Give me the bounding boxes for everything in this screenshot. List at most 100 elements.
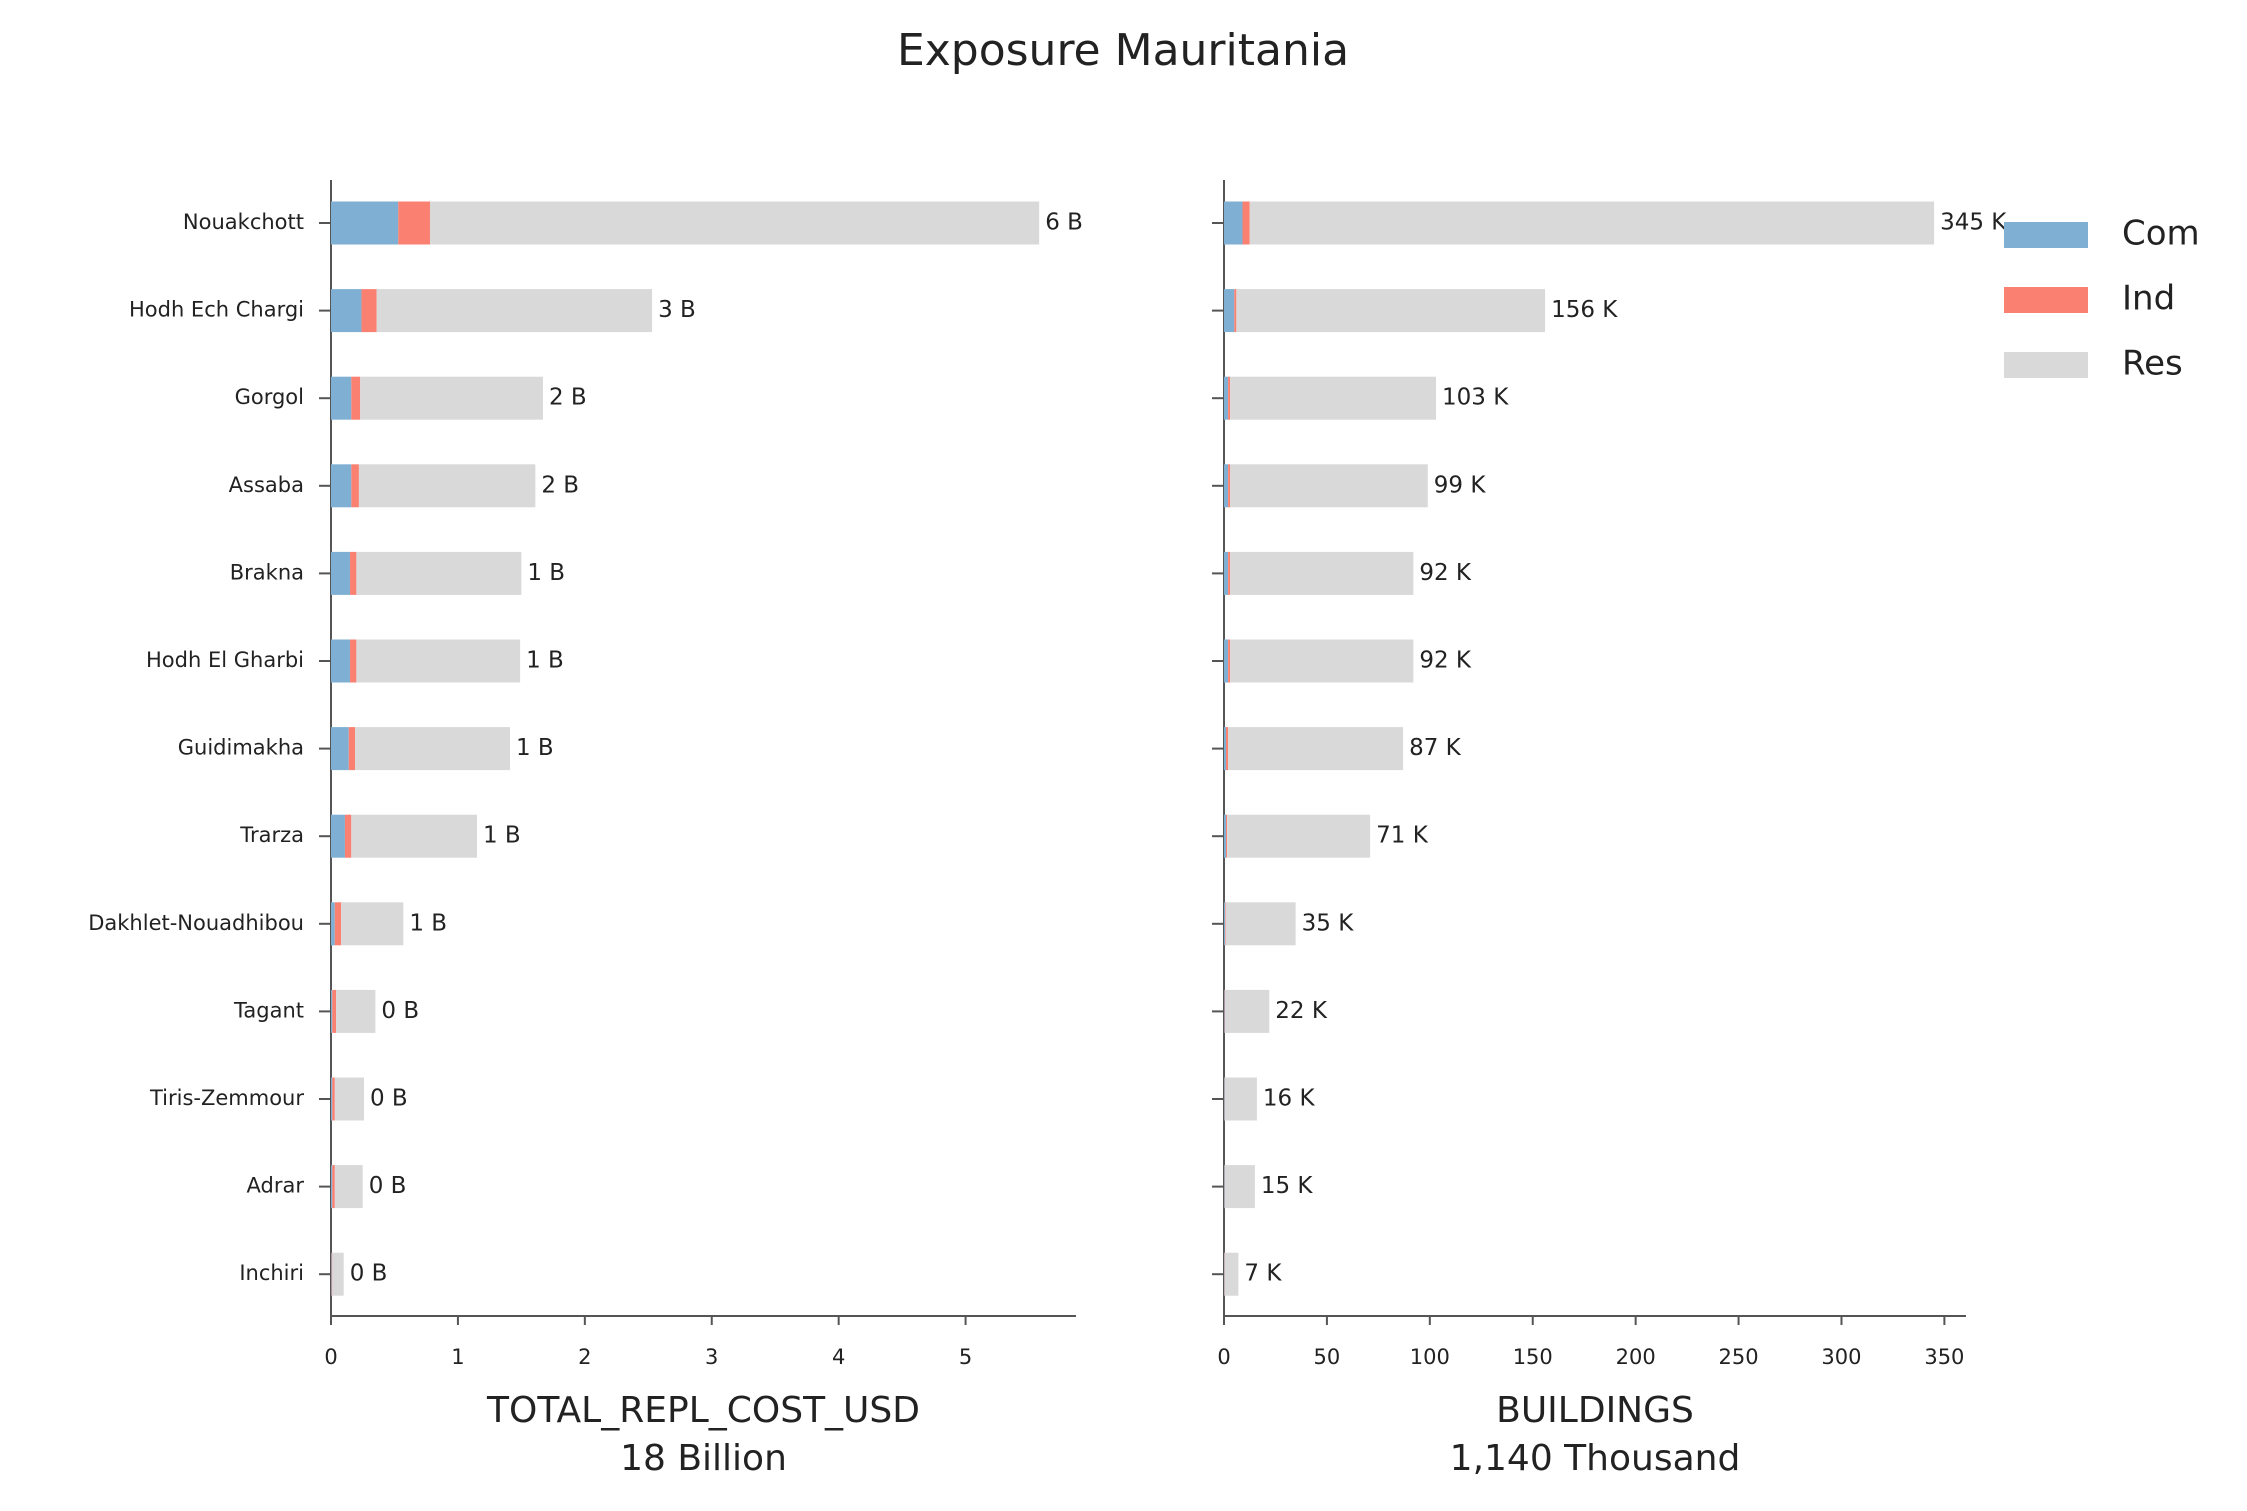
bar-segment	[1228, 551, 1231, 595]
bar-segment	[331, 464, 352, 508]
legend-swatch	[2004, 287, 2088, 313]
bar-segment	[1224, 376, 1229, 420]
y-tick-label: Assaba	[229, 473, 304, 497]
bar-segment	[429, 201, 1040, 245]
bar-segment	[331, 814, 345, 858]
bar-segment	[336, 989, 376, 1033]
bar-segment	[1224, 1165, 1255, 1209]
bar-segment	[331, 1252, 333, 1296]
bar-segment	[1224, 289, 1235, 333]
bar-segment	[331, 551, 351, 595]
y-tick-label: Hodh El Gharbi	[146, 648, 304, 672]
bar-segment	[334, 1165, 363, 1209]
bar-segment	[348, 727, 356, 771]
bar-segment	[360, 376, 543, 420]
x-tick-label: 2	[578, 1345, 591, 1369]
bar-segment	[356, 639, 521, 683]
value-label: 7 K	[1244, 1261, 1282, 1287]
value-label: 1 B	[526, 648, 564, 674]
bar-segment	[355, 727, 510, 771]
bar-segment	[1226, 814, 1228, 858]
bar-segment	[331, 1077, 333, 1121]
bar-segment	[1230, 464, 1428, 508]
value-label: 2 B	[549, 385, 587, 411]
legend-label: Ind	[2122, 279, 2175, 319]
bar-segment	[1228, 639, 1231, 683]
y-tick-label: Inchiri	[239, 1261, 304, 1285]
y-tick-label: Dakhlet-Nouadhibou	[88, 911, 304, 935]
y-tick-label: Guidimakha	[178, 736, 304, 760]
bar-segment	[1249, 201, 1935, 245]
bar-segment	[1224, 551, 1229, 595]
x-tick-label: 250	[1719, 1345, 1759, 1369]
value-label: 1 B	[516, 735, 554, 761]
x-axis-label: TOTAL_REPL_COST_USD	[486, 1390, 920, 1431]
bar-segment	[334, 1077, 364, 1121]
bar-segment	[331, 1165, 333, 1209]
value-label: 0 B	[370, 1086, 408, 1112]
x-tick-label: 150	[1513, 1345, 1553, 1369]
bar-segment	[1225, 989, 1270, 1033]
value-label: 2 B	[541, 472, 579, 498]
bar-segment	[1224, 989, 1225, 1033]
value-label: 99 K	[1434, 472, 1487, 498]
bar-segment	[350, 639, 357, 683]
bar-segment	[341, 902, 404, 946]
legend-label: Com	[2122, 214, 2200, 254]
bar-segment	[1224, 201, 1243, 245]
x-tick-label: 0	[1217, 1345, 1230, 1369]
y-tick-label: Trarza	[239, 823, 304, 847]
bar-segment	[1226, 727, 1229, 771]
value-label: 1 B	[483, 823, 521, 849]
value-label: 92 K	[1419, 648, 1472, 674]
value-label: 0 B	[381, 998, 419, 1024]
bar-segment	[351, 376, 361, 420]
value-label: 156 K	[1551, 297, 1618, 323]
x-tick-label: 350	[1924, 1345, 1964, 1369]
value-label: 16 K	[1263, 1086, 1316, 1112]
x-tick-label: 3	[705, 1345, 718, 1369]
bar-segment	[332, 1252, 344, 1296]
x-axis-label: BUILDINGS	[1496, 1390, 1694, 1431]
x-tick-label: 100	[1410, 1345, 1450, 1369]
bar-segment	[361, 289, 377, 333]
y-tick-label: Adrar	[247, 1174, 305, 1198]
bar-segment	[1225, 902, 1296, 946]
bar-segment	[350, 551, 357, 595]
bar-segment	[331, 902, 335, 946]
bar-segment	[331, 639, 351, 683]
value-label: 6 B	[1045, 210, 1083, 236]
bar-segment	[332, 1165, 335, 1209]
y-tick-label: Hodh Ech Chargi	[129, 298, 304, 322]
bar-segment	[1224, 727, 1227, 771]
bar-segment	[1228, 376, 1231, 420]
value-label: 103 K	[1442, 385, 1509, 411]
bar-segment	[331, 989, 333, 1033]
bar-segment	[1230, 639, 1414, 683]
bar-segment	[356, 551, 522, 595]
bar-segment	[1230, 376, 1436, 420]
bar-segment	[331, 1252, 332, 1296]
legend-label: Res	[2122, 344, 2183, 384]
bar-segment	[331, 376, 352, 420]
x-axis-label: 18 Billion	[620, 1438, 787, 1479]
bar-segment	[1228, 464, 1231, 508]
bar-segment	[331, 727, 349, 771]
x-tick-label: 5	[959, 1345, 972, 1369]
value-label: 1 B	[409, 910, 447, 936]
y-tick-label: Nouakchott	[183, 210, 304, 234]
bar-segment	[1224, 464, 1229, 508]
bar-segment	[1236, 289, 1546, 333]
chart-title: Exposure Mauritania	[897, 25, 1349, 76]
bar-segment	[1234, 289, 1237, 333]
y-tick-label: Tiris-Zemmour	[149, 1086, 304, 1110]
bar-segment	[344, 814, 352, 858]
bar-segment	[331, 289, 362, 333]
bar-segment	[1242, 201, 1250, 245]
value-label: 87 K	[1409, 735, 1462, 761]
value-label: 22 K	[1275, 998, 1328, 1024]
y-tick-label: Gorgol	[235, 385, 304, 409]
x-tick-label: 50	[1314, 1345, 1341, 1369]
value-label: 3 B	[658, 297, 696, 323]
